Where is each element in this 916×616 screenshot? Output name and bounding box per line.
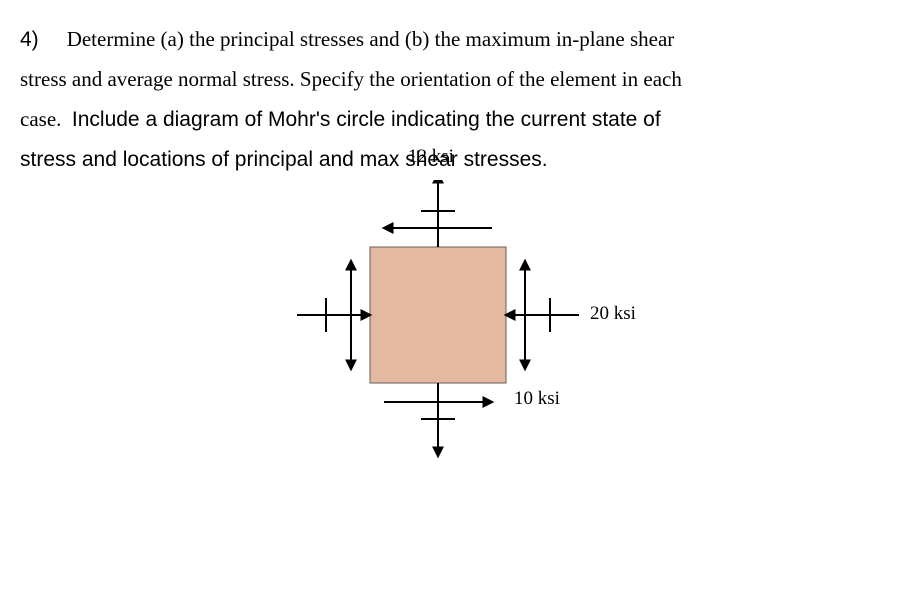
stress-element-diagram: 12 ksi 20 ksi 10 ksi: [20, 180, 916, 480]
line3-prefix: case.: [20, 107, 61, 131]
label-sigma-y: 12 ksi: [408, 146, 454, 168]
problem-statement: 4) Determine (a) the principal stresses a…: [20, 20, 896, 180]
problem-number: 4): [20, 28, 39, 51]
stress-svg: [20, 180, 916, 480]
label-sigma-x: 20 ksi: [590, 303, 636, 325]
label-tau-xy: 10 ksi: [514, 388, 560, 410]
line4-sans: stress and locations of principal and ma…: [20, 148, 548, 171]
line3-sans: Include a diagram of Mohr's circle indic…: [72, 108, 661, 131]
line2: stress and average normal stress. Specif…: [20, 67, 682, 91]
line1: Determine (a) the principal stresses and…: [67, 27, 675, 51]
